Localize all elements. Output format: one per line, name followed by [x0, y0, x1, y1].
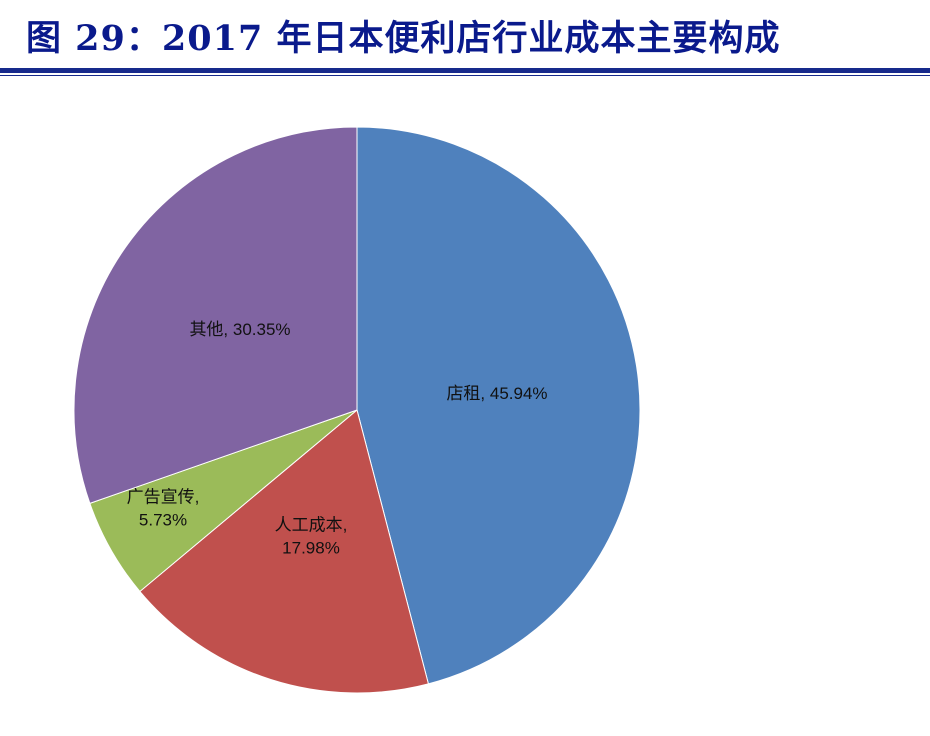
pie-label-other: 其他, 30.35% [189, 320, 290, 339]
pie-label-rent: 店租, 45.94% [446, 384, 547, 403]
figure-title: 图 29：2017 年日本便利店行业成本主要构成 [26, 18, 781, 59]
title-underline-thick [0, 68, 930, 73]
pie-slice-labor-cost [139, 409, 430, 694]
pie-label-labor-cost: 人工成本, 17.98% [275, 516, 348, 558]
pie-slice-other [73, 126, 358, 504]
figure-header: 图 29：2017 年日本便利店行业成本主要构成 [0, 0, 930, 80]
pie-label-advertising: 广告宣传, 5.73% [127, 488, 200, 530]
title-underline-thin [0, 75, 930, 76]
pie-slice-rent [356, 126, 641, 685]
